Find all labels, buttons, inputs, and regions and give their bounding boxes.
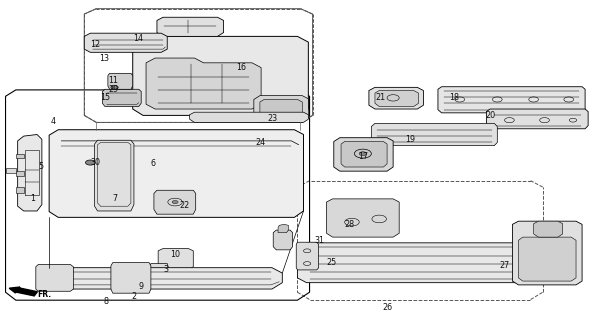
Text: 22: 22 [179, 201, 189, 210]
Polygon shape [84, 33, 168, 52]
Text: 19: 19 [405, 135, 415, 144]
Text: 18: 18 [449, 93, 459, 102]
Text: 8: 8 [104, 297, 109, 306]
Polygon shape [327, 199, 399, 237]
Polygon shape [36, 265, 73, 291]
Polygon shape [38, 268, 282, 289]
Polygon shape [146, 58, 261, 109]
Text: 16: 16 [236, 63, 246, 72]
Text: 12: 12 [90, 40, 100, 49]
Polygon shape [49, 130, 304, 217]
Text: FR.: FR. [37, 290, 51, 299]
Polygon shape [334, 138, 393, 171]
Polygon shape [512, 221, 582, 285]
Polygon shape [103, 89, 141, 107]
Polygon shape [534, 221, 563, 237]
Text: 30: 30 [90, 158, 100, 167]
Text: 31: 31 [314, 236, 324, 245]
Polygon shape [157, 17, 223, 36]
Text: 27: 27 [499, 261, 509, 270]
Polygon shape [16, 171, 24, 176]
Circle shape [86, 160, 95, 165]
Polygon shape [108, 73, 133, 89]
Text: 9: 9 [139, 282, 144, 291]
Text: 14: 14 [133, 34, 143, 43]
Text: 1: 1 [30, 194, 35, 203]
Polygon shape [273, 230, 293, 250]
Polygon shape [369, 87, 424, 109]
Text: 4: 4 [51, 117, 56, 126]
Text: 13: 13 [100, 53, 109, 62]
Text: 10: 10 [171, 251, 180, 260]
Text: 15: 15 [101, 93, 110, 102]
Circle shape [172, 200, 178, 204]
Polygon shape [278, 224, 288, 233]
Text: 29: 29 [109, 85, 119, 94]
Text: 3: 3 [163, 265, 168, 275]
Polygon shape [154, 190, 195, 214]
Polygon shape [371, 123, 497, 146]
Polygon shape [149, 264, 169, 276]
Polygon shape [260, 100, 302, 119]
FancyArrow shape [9, 287, 38, 296]
Polygon shape [254, 96, 308, 123]
Text: 17: 17 [358, 152, 368, 161]
Polygon shape [158, 249, 193, 270]
Polygon shape [438, 87, 585, 113]
Polygon shape [486, 109, 588, 129]
Text: 6: 6 [151, 159, 156, 168]
Polygon shape [297, 243, 531, 283]
Polygon shape [341, 141, 387, 167]
Polygon shape [5, 168, 16, 173]
Text: 25: 25 [327, 258, 337, 267]
Polygon shape [18, 134, 42, 211]
Text: 21: 21 [375, 93, 385, 102]
Circle shape [359, 152, 367, 156]
Polygon shape [518, 237, 576, 281]
Circle shape [111, 85, 118, 89]
Text: 24: 24 [255, 138, 265, 147]
Text: 20: 20 [485, 111, 495, 120]
Polygon shape [16, 187, 24, 194]
Text: 7: 7 [113, 194, 118, 203]
Polygon shape [189, 112, 308, 123]
Text: 5: 5 [39, 162, 44, 171]
Polygon shape [16, 154, 24, 158]
Polygon shape [111, 263, 151, 293]
Text: 2: 2 [131, 292, 136, 301]
Text: 26: 26 [382, 303, 392, 312]
Text: 11: 11 [109, 76, 118, 85]
Text: 28: 28 [345, 220, 355, 229]
Polygon shape [296, 242, 319, 270]
Text: 23: 23 [267, 114, 277, 123]
Polygon shape [133, 36, 308, 116]
Polygon shape [375, 91, 419, 107]
Polygon shape [95, 140, 134, 211]
